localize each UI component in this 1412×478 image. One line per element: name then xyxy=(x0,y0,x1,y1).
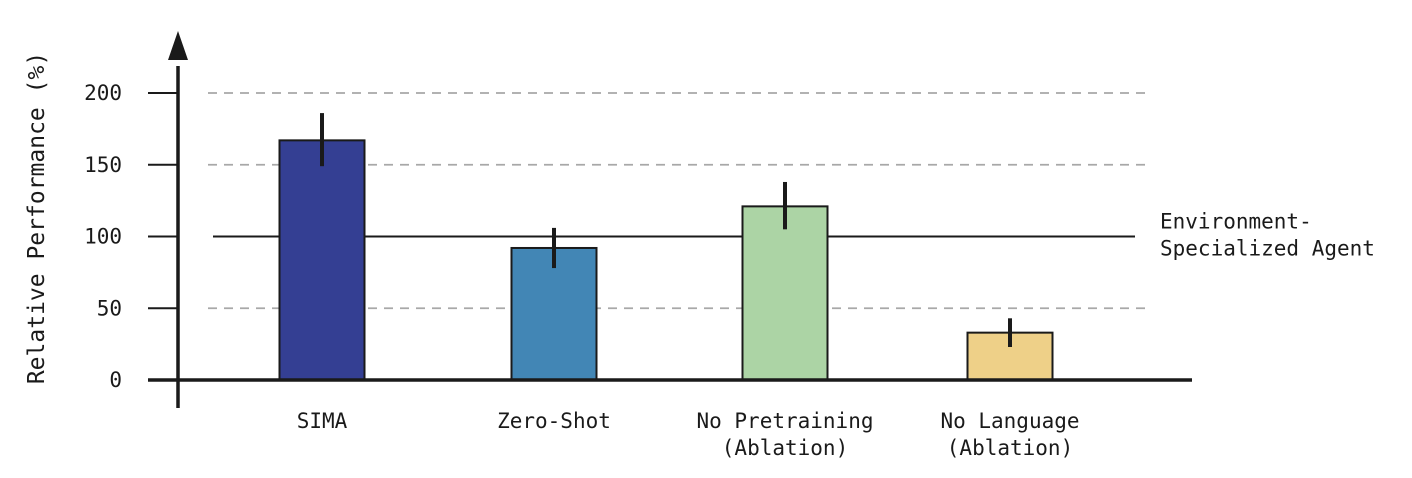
reference-line-label-line-2: Specialized Agent xyxy=(1160,237,1375,261)
y-tick-label-150: 150 xyxy=(84,153,122,177)
bar-2 xyxy=(510,246,598,381)
x-tick-label-3-line-1: No Pretraining xyxy=(696,409,873,433)
reference-line-label: Environment- Specialized Agent xyxy=(1160,210,1375,261)
y-tick-label-200: 200 xyxy=(84,81,122,105)
x-tick-label-3-line-2: (Ablation) xyxy=(722,436,848,460)
x-tick-label-1: SIMA xyxy=(297,409,348,433)
x-tick-label-4-line-1: No Language xyxy=(940,409,1079,433)
labels: Environment- Specialized Agent 0 50 100 150 20… xyxy=(24,52,1375,460)
axes xyxy=(148,31,1192,408)
x-tick-label-2-line-1: Zero-Shot xyxy=(497,409,611,433)
bars xyxy=(278,113,1054,381)
x-tick-label-4-line-2: (Ablation) xyxy=(947,436,1073,460)
bar-1 xyxy=(278,139,366,381)
y-tick-label-0: 0 xyxy=(109,368,122,392)
x-tick-label-4: No Language (Ablation) xyxy=(940,409,1079,460)
gridlines xyxy=(208,92,1152,310)
bar-3 xyxy=(741,205,829,381)
y-axis-arrow-icon xyxy=(168,31,188,60)
y-tick-label-100: 100 xyxy=(84,225,122,249)
reference-line-label-line-1: Environment- xyxy=(1160,210,1312,234)
x-tick-label-2: Zero-Shot xyxy=(497,409,611,433)
y-tick-label-50: 50 xyxy=(97,296,122,320)
y-axis-title: Relative Performance (%) xyxy=(24,52,50,384)
x-tick-label-3: No Pretraining (Ablation) xyxy=(696,409,873,460)
x-tick-label-1-line-1: SIMA xyxy=(297,409,348,433)
